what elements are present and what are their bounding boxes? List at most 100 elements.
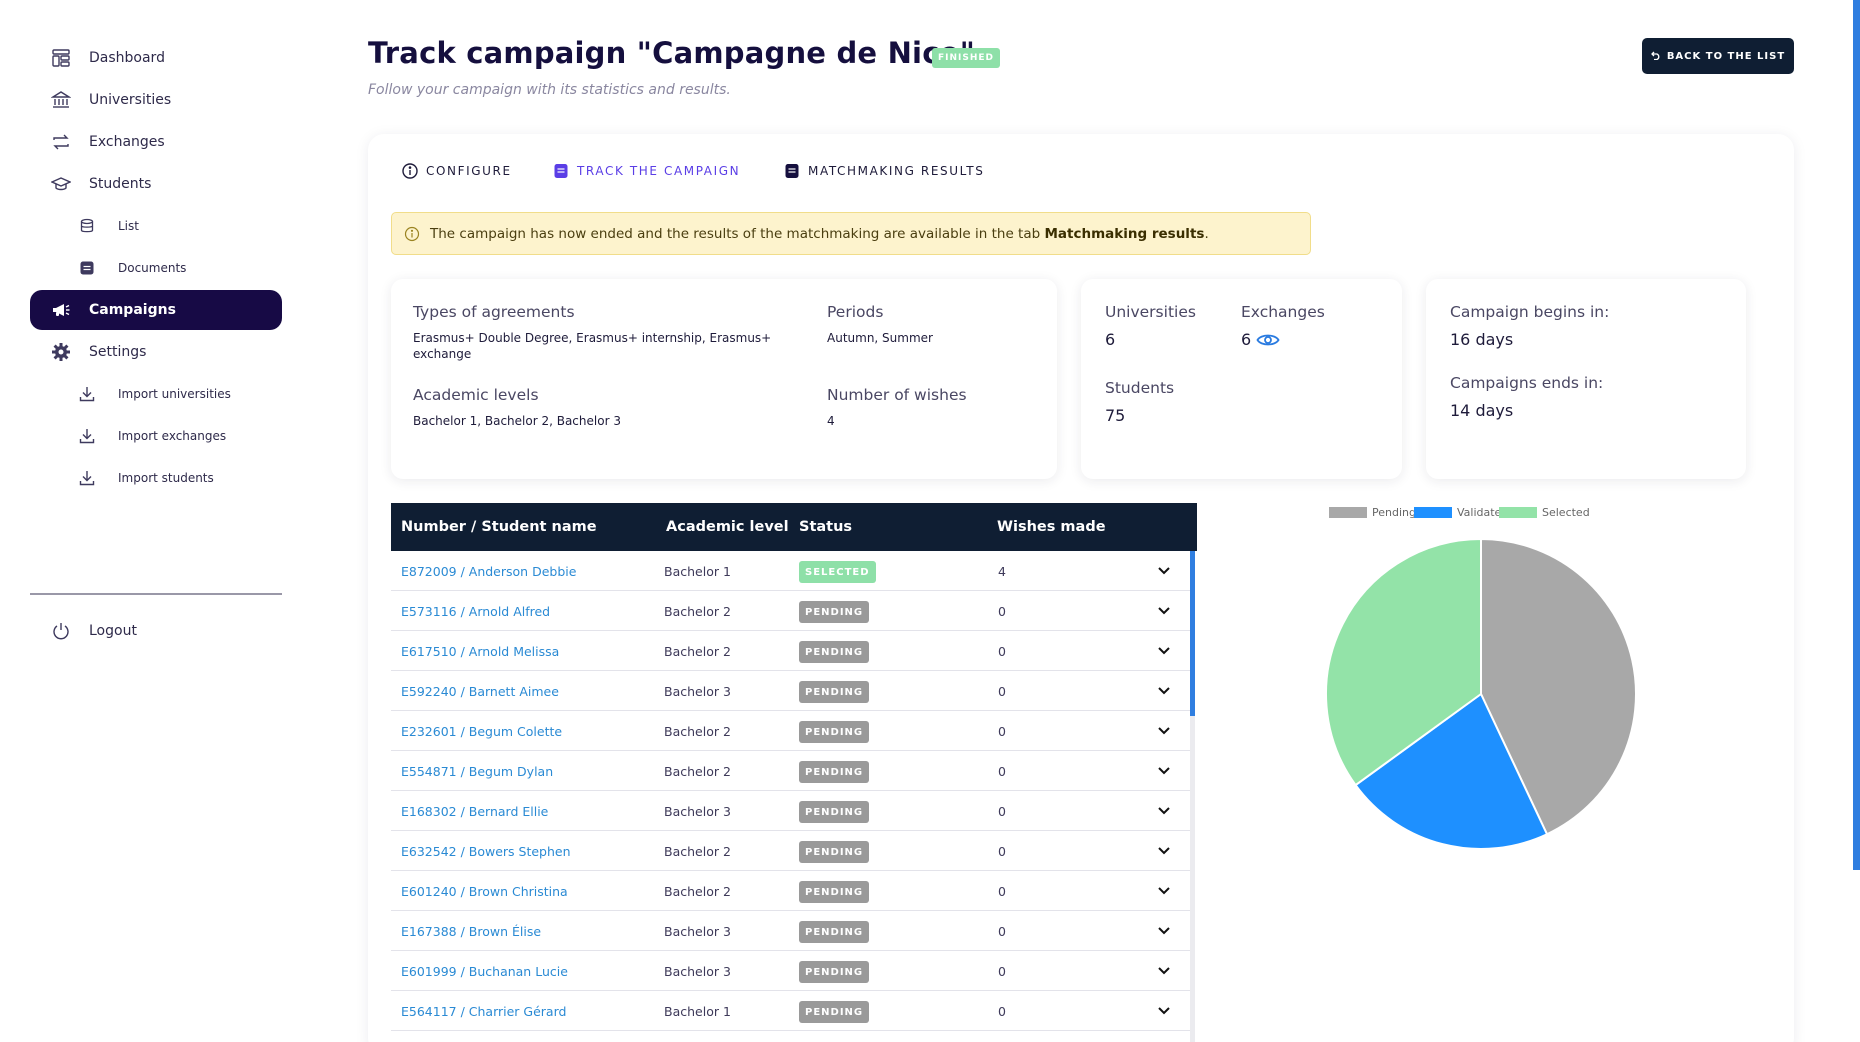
student-link[interactable]: E632542 / Bowers Stephen bbox=[401, 844, 571, 859]
chevron-down-icon[interactable] bbox=[1155, 1001, 1173, 1019]
chevron-down-icon[interactable] bbox=[1155, 801, 1173, 819]
legend-swatch-pending[interactable] bbox=[1329, 507, 1367, 518]
sidebar-item-import-universities[interactable]: Import universities bbox=[30, 374, 282, 414]
legend-swatch-validated[interactable] bbox=[1414, 507, 1452, 518]
chevron-down-icon[interactable] bbox=[1155, 681, 1173, 699]
academic-level-cell: Bachelor 2 bbox=[664, 844, 731, 859]
sidebar-item-logout[interactable]: Logout bbox=[30, 611, 282, 651]
table-row[interactable]: E872009 / Anderson Debbie Bachelor 1 SELEC… bbox=[391, 551, 1191, 591]
status-badge: PENDING bbox=[799, 681, 870, 703]
table-row[interactable]: E564117 / Charrier Gérard Bachelor 1 PENDI… bbox=[391, 991, 1191, 1031]
sidebar-item-documents[interactable]: Documents bbox=[30, 248, 282, 288]
student-link[interactable]: E554871 / Begum Dylan bbox=[401, 764, 554, 779]
column-header-status[interactable]: Status bbox=[799, 519, 853, 535]
chevron-down-icon[interactable] bbox=[1155, 761, 1173, 779]
ends-label: Campaigns ends in: bbox=[1450, 374, 1604, 392]
document-icon bbox=[553, 163, 569, 179]
back-to-list-button[interactable]: BACK TO THE LIST bbox=[1642, 38, 1794, 74]
column-header-level[interactable]: Academic level bbox=[666, 519, 789, 535]
wishes-cell: 0 bbox=[998, 604, 1006, 619]
table-scrollbar[interactable] bbox=[1190, 551, 1195, 1042]
sidebar-item-exchanges[interactable]: Exchanges bbox=[30, 122, 282, 162]
table-row[interactable]: E601999 / Buchanan Lucie Bachelor 3 PENDIN… bbox=[391, 951, 1191, 991]
sidebar-item-label: Import students bbox=[118, 471, 214, 485]
table-row[interactable]: E554871 / Begum Dylan Bachelor 2 PENDING 0 bbox=[391, 751, 1191, 791]
tab-track-the-campaign[interactable]: TRACK THE CAMPAIGN bbox=[553, 160, 740, 182]
chevron-down-icon[interactable] bbox=[1155, 721, 1173, 739]
chevron-down-icon[interactable] bbox=[1155, 961, 1173, 979]
chevron-down-icon[interactable] bbox=[1155, 601, 1173, 619]
tab-configure[interactable]: CONFIGURE bbox=[402, 160, 512, 182]
alert-link[interactable]: Matchmaking results bbox=[1044, 225, 1205, 242]
student-link[interactable]: E564117 / Charrier Gérard bbox=[401, 1004, 567, 1019]
graduation-cap-icon bbox=[50, 173, 72, 195]
pie-slice-pending[interactable] bbox=[1480, 537, 1637, 836]
exchanges-label: Exchanges bbox=[1241, 303, 1325, 321]
column-header-student[interactable]: Number / Student name bbox=[401, 519, 597, 535]
table-row[interactable]: E617510 / Arnold Melissa Bachelor 2 PENDIN… bbox=[391, 631, 1191, 671]
sidebar-item-dashboard[interactable]: Dashboard bbox=[30, 38, 282, 78]
sidebar-item-list[interactable]: List bbox=[30, 206, 282, 246]
sidebar-item-import-exchanges[interactable]: Import exchanges bbox=[30, 416, 282, 456]
download-icon bbox=[78, 427, 96, 445]
exchange-icon bbox=[50, 131, 72, 153]
sidebar-item-import-students[interactable]: Import students bbox=[30, 458, 282, 498]
student-link[interactable]: E167388 / Brown Élise bbox=[401, 924, 542, 939]
university-icon bbox=[50, 89, 72, 111]
sidebar-item-label: List bbox=[118, 219, 139, 233]
legend-swatch-selected[interactable] bbox=[1499, 507, 1537, 518]
table-row[interactable]: E632542 / Bowers Stephen Bachelor 2 PENDIN… bbox=[391, 831, 1191, 871]
agreements-label: Types of agreements bbox=[413, 303, 575, 321]
wishes-value: 4 bbox=[827, 414, 835, 428]
wishes-cell: 0 bbox=[998, 644, 1006, 659]
chevron-down-icon[interactable] bbox=[1155, 881, 1173, 899]
tab-label: CONFIGURE bbox=[426, 164, 512, 178]
legend-label-validated[interactable]: Validated bbox=[1457, 506, 1508, 519]
table-row[interactable]: E601240 / Brown Christina Bachelor 2 PENDI… bbox=[391, 871, 1191, 911]
student-link[interactable]: E601240 / Brown Christina bbox=[401, 884, 568, 899]
table-row[interactable]: E168302 / Bernard Ellie Bachelor 3 PENDING… bbox=[391, 791, 1191, 831]
megaphone-icon bbox=[50, 299, 72, 321]
legend-label-selected[interactable]: Selected bbox=[1542, 506, 1590, 519]
chevron-down-icon[interactable] bbox=[1155, 841, 1173, 859]
sidebar-item-settings[interactable]: Settings bbox=[30, 332, 282, 372]
pie-slice-validated[interactable] bbox=[1354, 692, 1549, 850]
student-link[interactable]: E592240 / Barnett Aimee bbox=[401, 684, 559, 699]
chevron-down-icon[interactable] bbox=[1155, 921, 1173, 939]
table-row[interactable]: E592240 / Barnett Aimee Bachelor 3 PENDING… bbox=[391, 671, 1191, 711]
student-link[interactable]: E617510 / Arnold Melissa bbox=[401, 644, 560, 659]
student-link[interactable]: E573116 / Arnold Alfred bbox=[401, 604, 551, 619]
chevron-down-icon[interactable] bbox=[1155, 641, 1173, 659]
pie-slice-selected[interactable] bbox=[1325, 537, 1482, 787]
table-row[interactable]: E167388 / Brown Élise Bachelor 3 PENDING 0 bbox=[391, 911, 1191, 951]
legend-label-pending[interactable]: Pending bbox=[1372, 506, 1416, 519]
sidebar-item-universities[interactable]: Universities bbox=[30, 80, 282, 120]
page-scrollbar[interactable] bbox=[1853, 0, 1860, 870]
wishes-cell: 0 bbox=[998, 804, 1006, 819]
status-badge: PENDING bbox=[799, 761, 870, 783]
status-badge: FINISHED bbox=[932, 48, 1001, 68]
academic-level-cell: Bachelor 1 bbox=[664, 564, 731, 579]
table-scrollbar-thumb[interactable] bbox=[1190, 551, 1195, 716]
back-arrow-icon bbox=[1650, 50, 1661, 63]
sidebar-item-students[interactable]: Students bbox=[30, 164, 282, 204]
column-header-wishes[interactable]: Wishes made bbox=[997, 519, 1106, 535]
wishes-cell: 0 bbox=[998, 724, 1006, 739]
sidebar-item-campaigns[interactable]: Campaigns bbox=[30, 290, 282, 330]
campaign-details-card: Types of agreements Erasmus+ Double Degr… bbox=[391, 279, 1057, 479]
student-link[interactable]: E168302 / Bernard Ellie bbox=[401, 804, 549, 819]
student-link[interactable]: E872009 / Anderson Debbie bbox=[401, 564, 577, 579]
status-badge: PENDING bbox=[799, 881, 870, 903]
table-row[interactable]: E232601 / Begum Colette Bachelor 2 PENDING… bbox=[391, 711, 1191, 751]
sidebar-divider bbox=[30, 593, 282, 595]
chevron-down-icon[interactable] bbox=[1155, 561, 1173, 579]
academic-level-cell: Bachelor 2 bbox=[664, 604, 731, 619]
tab-matchmaking-results[interactable]: MATCHMAKING RESULTS bbox=[784, 160, 984, 182]
table-row[interactable]: E573116 / Arnold Alfred Bachelor 2 PENDING… bbox=[391, 591, 1191, 631]
wishes-label: Number of wishes bbox=[827, 386, 967, 404]
student-link[interactable]: E232601 / Begum Colette bbox=[401, 724, 563, 739]
eye-icon[interactable] bbox=[1256, 332, 1280, 352]
student-link[interactable]: E601999 / Buchanan Lucie bbox=[401, 964, 568, 979]
campaign-stats-card: Universities 6 Exchanges 6 Students 75 bbox=[1081, 279, 1402, 479]
status-badge: SELECTED bbox=[799, 561, 876, 583]
